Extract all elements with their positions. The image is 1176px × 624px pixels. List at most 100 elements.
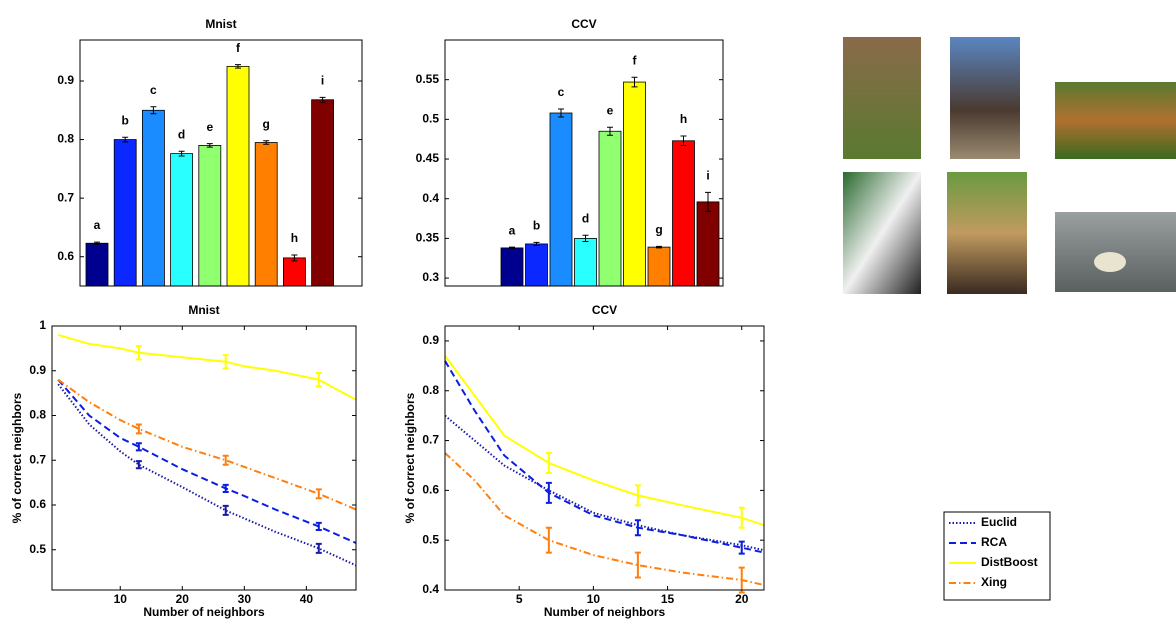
bar-label: d bbox=[178, 127, 185, 141]
bar bbox=[198, 145, 222, 287]
bar bbox=[549, 112, 573, 287]
y-tick-label: 0.9 bbox=[57, 73, 74, 87]
bar-label: i bbox=[321, 74, 324, 88]
error-bar bbox=[705, 191, 711, 212]
x-tick-label: 15 bbox=[661, 592, 675, 606]
error-bar bbox=[291, 254, 298, 262]
plot-frame bbox=[79, 39, 363, 287]
error-bar bbox=[315, 488, 322, 500]
x-axis-label: Number of neighbors bbox=[143, 605, 265, 619]
bar bbox=[574, 237, 597, 287]
error-bar bbox=[607, 126, 613, 136]
x-tick-label: 40 bbox=[300, 592, 314, 606]
series-line bbox=[57, 379, 357, 544]
bar bbox=[226, 65, 250, 287]
y-axis-label: % of correct neighbors bbox=[403, 392, 417, 523]
chart: Mnist 0.6 0.7 0.8 0.9 a b c d e f g h i bbox=[57, 17, 363, 287]
y-tick-label: 0.8 bbox=[422, 383, 439, 397]
photos bbox=[843, 37, 1176, 294]
x-tick-label: 10 bbox=[587, 592, 601, 606]
bar bbox=[525, 243, 548, 287]
bar-label: b bbox=[122, 113, 129, 127]
error-bar bbox=[222, 483, 229, 494]
bar bbox=[500, 247, 524, 287]
photo-bear-shape bbox=[1094, 252, 1126, 272]
error-bar bbox=[738, 540, 745, 555]
chart: Mnist 0.5 0.6 0.7 0.8 0.9 1 10 20 30 40 Number of n… bbox=[10, 303, 357, 619]
bar-label: a bbox=[509, 223, 516, 237]
bar-label: g bbox=[263, 117, 270, 131]
error-bar bbox=[263, 140, 270, 145]
error-bar bbox=[634, 551, 641, 579]
chart-title: CCV bbox=[592, 303, 617, 317]
error-bar bbox=[509, 246, 515, 250]
series-line bbox=[444, 355, 765, 527]
bar-label: c bbox=[558, 85, 565, 99]
error-bar bbox=[634, 519, 641, 537]
chart-title: Mnist bbox=[205, 17, 236, 31]
error-bar bbox=[738, 506, 745, 529]
photo-bear-cub bbox=[950, 37, 1020, 159]
bar-label: d bbox=[582, 211, 589, 225]
bar-label: f bbox=[633, 53, 638, 67]
photo-tiger bbox=[1055, 82, 1176, 159]
y-tick-label: 0.8 bbox=[57, 132, 74, 146]
bar-label: i bbox=[706, 169, 709, 183]
error-bar bbox=[680, 135, 687, 147]
series-line bbox=[444, 452, 765, 586]
error-bar bbox=[178, 150, 185, 157]
y-tick-label: 0.7 bbox=[29, 452, 46, 466]
y-tick-label: 0.7 bbox=[422, 433, 439, 447]
y-axis-label: % of correct neighbors bbox=[10, 392, 24, 523]
bar-label: e bbox=[206, 120, 213, 134]
error-bar bbox=[135, 460, 142, 470]
y-tick-label: 0.6 bbox=[57, 249, 74, 263]
y-tick-label: 0.55 bbox=[416, 72, 440, 86]
y-tick-label: 0.4 bbox=[422, 191, 439, 205]
error-bar bbox=[122, 136, 129, 143]
y-tick-label: 0.9 bbox=[422, 333, 439, 347]
error-bar bbox=[631, 76, 638, 88]
y-tick-label: 1 bbox=[39, 318, 46, 332]
legend-label: DistBoost bbox=[981, 555, 1038, 569]
bar bbox=[85, 242, 109, 287]
y-tick-label: 0.7 bbox=[57, 190, 74, 204]
error-bar bbox=[94, 241, 100, 245]
bar-label: a bbox=[94, 218, 101, 232]
error-bar bbox=[656, 245, 662, 249]
y-tick-label: 0.6 bbox=[29, 497, 46, 511]
bar bbox=[311, 99, 335, 287]
y-tick-label: 0.4 bbox=[422, 582, 439, 596]
error-bar bbox=[545, 526, 552, 554]
series-line bbox=[57, 383, 357, 567]
photo-dog bbox=[843, 172, 921, 294]
bar-label: f bbox=[236, 41, 241, 55]
series-line bbox=[57, 378, 357, 511]
error-bar bbox=[150, 106, 157, 115]
x-tick-label: 20 bbox=[735, 592, 749, 606]
y-tick-label: 0.5 bbox=[422, 532, 439, 546]
legend-label: Euclid bbox=[981, 515, 1017, 529]
error-bar bbox=[135, 442, 142, 452]
error-bar bbox=[135, 423, 142, 435]
error-bar bbox=[315, 371, 322, 388]
x-axis-label: Number of neighbors bbox=[544, 605, 666, 619]
bar-label: e bbox=[607, 103, 614, 117]
error-bar bbox=[319, 96, 326, 103]
bar-label: h bbox=[291, 231, 298, 245]
error-bar bbox=[582, 234, 589, 243]
error-bar bbox=[634, 484, 641, 507]
error-bar bbox=[315, 542, 322, 554]
bar bbox=[696, 201, 720, 287]
error-bar bbox=[235, 64, 241, 69]
y-tick-label: 0.5 bbox=[29, 542, 46, 556]
error-bar bbox=[135, 345, 142, 361]
error-bar bbox=[545, 452, 552, 474]
bar bbox=[598, 130, 622, 287]
error-bar bbox=[222, 354, 229, 370]
error-bar bbox=[222, 454, 229, 466]
bar bbox=[113, 139, 137, 287]
y-tick-label: 0.5 bbox=[422, 112, 439, 126]
y-tick-label: 0.45 bbox=[416, 151, 440, 165]
